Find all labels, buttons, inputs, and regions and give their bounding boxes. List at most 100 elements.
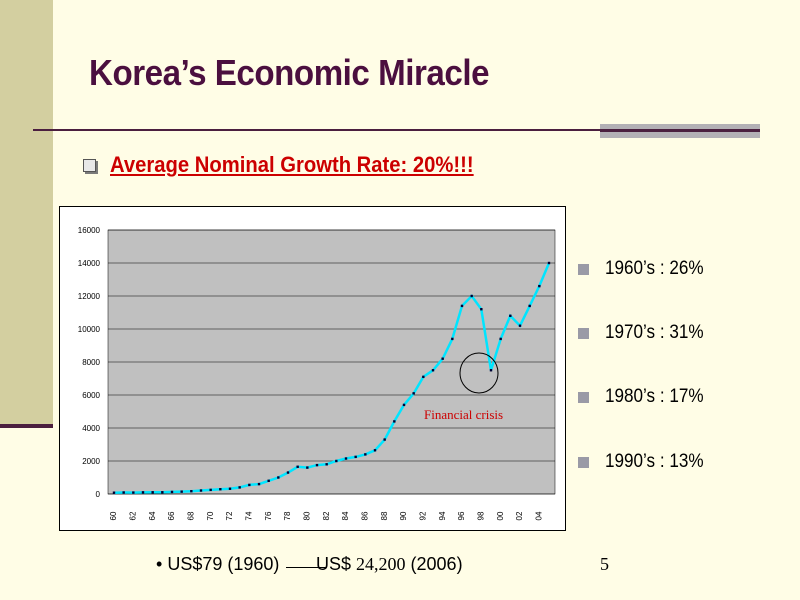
data-point [518,324,522,327]
square-bullet-icon [578,263,589,275]
data-point [180,490,183,493]
arrow-icon [286,567,326,568]
data-point [412,392,415,395]
decade-label: 1980’s : 17% [605,386,704,407]
data-point [441,357,444,360]
y-tick-label: 16000 [78,226,101,235]
y-tick-label: 14000 [78,259,101,268]
data-point [335,459,338,463]
crisis-circle [459,352,499,394]
x-tick-label: 70 [206,511,215,520]
y-tick-label: 4000 [82,424,100,433]
y-tick-label: 6000 [82,391,100,400]
data-point [238,486,241,489]
square-bullet-icon [578,456,589,468]
left-band-divider [0,424,53,428]
x-tick-label: 00 [496,511,505,520]
x-tick-label: 90 [399,511,408,520]
x-tick-label: 68 [186,511,195,520]
x-tick-label: 94 [438,511,447,520]
data-point [422,375,425,379]
data-point [460,304,464,308]
data-point [161,491,164,494]
gdp-chart: 0 2000 4000 6000 8000 10000 12000 14000 16000 60… [59,206,566,531]
y-tick-label: 12000 [78,292,101,301]
data-point [315,463,319,467]
data-point [257,482,261,486]
x-tick-label: 80 [302,511,311,520]
data-point [277,476,280,479]
data-point [393,420,396,423]
data-point [170,490,174,494]
data-point [528,304,531,308]
footer-to-suffix: (2006) [405,554,463,574]
data-point [248,483,251,487]
data-point [151,491,154,494]
data-point [306,466,309,469]
square-bullet-icon [578,327,589,339]
x-tick-label: 84 [341,511,350,520]
decade-item: 1980’s : 17% [578,386,715,408]
data-point [547,261,551,265]
data-point [122,491,125,494]
crisis-annotation: Financial crisis [424,407,503,422]
x-tick-label: 98 [476,511,485,520]
data-point [354,455,357,459]
data-point [228,487,232,490]
data-point [219,488,222,491]
y-tick-label: 8000 [82,358,100,367]
page-number: 5 [600,554,609,574]
data-point [402,403,406,407]
data-point [373,449,377,452]
decade-item: 1960’s : 26% [578,258,715,280]
decade-label: 1970’s : 31% [605,322,704,343]
footer-from-text: US$79 (1960) [167,554,280,574]
x-tick-label: 72 [225,511,234,520]
data-point [112,491,116,494]
data-point [489,369,493,372]
data-point [480,308,483,311]
x-tick-label: 62 [128,511,137,520]
x-tick-label: 78 [283,511,292,520]
data-point [344,457,348,460]
data-point [209,488,212,492]
growth-rate-bullet: Average Nominal Growth Rate: 20%!!! [110,152,474,177]
left-decorative-band [0,0,53,428]
series-line [113,262,551,494]
x-tick-label: 76 [264,511,273,520]
footer-to-prefix: US$ [316,554,357,574]
data-point [286,471,290,474]
square-bullet-icon [578,391,589,403]
x-tick-label: 66 [167,511,176,520]
data-point [499,337,502,341]
data-point [190,489,193,493]
decade-label: 1990’s : 13% [605,451,704,472]
x-tick-label: 04 [534,511,543,520]
x-tick-label: 64 [148,511,157,520]
footer-bullet: • [156,554,163,574]
y-tick-label: 10000 [78,325,101,334]
x-tick-label: 02 [515,511,524,520]
data-point [364,453,367,456]
bullet-row: Average Nominal Growth Rate: 20%!!! [83,152,505,178]
x-tick-label: 88 [380,511,389,520]
footer-income-to: US$ 24,200 (2006) [316,554,463,575]
data-point [267,479,270,482]
y-tick-label: 0 [96,490,101,499]
data-point [199,489,203,492]
data-point [132,491,135,494]
decade-label: 1960’s : 26% [605,258,704,279]
data-point [451,337,454,341]
x-tick-label: 82 [322,511,331,520]
title-rule [33,129,760,131]
decade-item: 1990’s : 13% [578,451,715,473]
data-point [383,438,386,441]
page-title: Korea’s Economic Miracle [89,52,490,93]
footer-income-from: • US$79 (1960) [156,554,279,575]
square-bullet-icon [83,158,96,172]
footer-to-value: 24,200 [356,554,406,574]
x-tick-label: 92 [418,511,427,520]
data-point [470,294,473,298]
